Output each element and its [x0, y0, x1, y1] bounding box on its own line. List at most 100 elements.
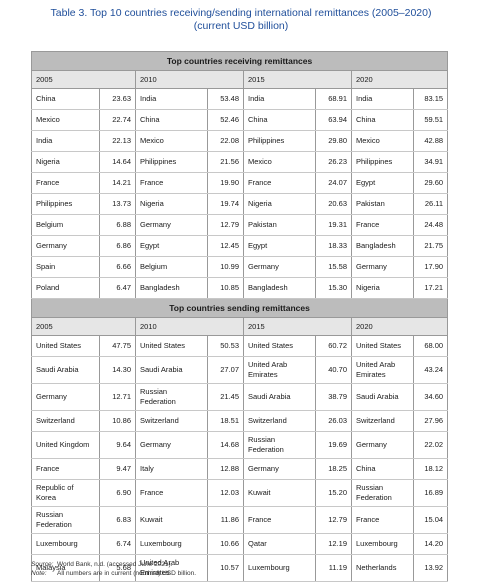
year-header: 2005: [31, 317, 136, 336]
country-cell: United Arab Emirates: [243, 356, 316, 384]
source-key: Source:: [31, 561, 54, 568]
remittances-table: Top countries receiving remittances 2005 2…: [30, 51, 449, 582]
table-row: Germany 12.71 Russian Federation 21.45 Saudi…: [31, 383, 449, 411]
value-cell: 15.04: [412, 506, 449, 534]
country-cell: Egypt: [243, 235, 316, 257]
source-text: World Bank, n.d. (accessed June 2021).: [57, 561, 173, 568]
country-cell: China: [351, 109, 414, 131]
value-cell: 6.47: [99, 277, 136, 299]
country-cell: Netherlands: [351, 554, 414, 582]
country-cell: Luxembourg: [31, 533, 100, 555]
country-cell: Luxembourg: [135, 533, 208, 555]
country-cell: Russian Federation: [135, 383, 208, 411]
value-cell: 13.73: [99, 193, 136, 215]
value-cell: 14.30: [99, 356, 136, 384]
value-cell: 26.03: [315, 410, 352, 432]
table-row: Germany 6.86 Egypt 12.45 Egypt 18.33 Banglades…: [31, 235, 449, 257]
value-cell: 26.11: [412, 193, 449, 215]
value-cell: 11.86: [207, 506, 244, 534]
table-row: France 14.21 France 19.90 France 24.07 Egypt 29…: [31, 172, 449, 194]
value-cell: 27.96: [412, 410, 449, 432]
country-cell: Germany: [135, 214, 208, 236]
table-row: Russian Federation 6.83 Kuwait 11.86 France 1…: [31, 506, 449, 534]
country-cell: Switzerland: [243, 410, 316, 432]
country-cell: France: [351, 506, 414, 534]
value-cell: 14.68: [207, 431, 244, 459]
country-cell: Poland: [31, 277, 100, 299]
value-cell: 68.00: [412, 335, 449, 357]
value-cell: 12.45: [207, 235, 244, 257]
value-cell: 24.48: [412, 214, 449, 236]
country-cell: India: [351, 88, 414, 110]
value-cell: 60.72: [315, 335, 352, 357]
country-cell: Luxembourg: [243, 554, 316, 582]
value-cell: 6.86: [99, 235, 136, 257]
value-cell: 6.83: [99, 506, 136, 534]
country-cell: Pakistan: [243, 214, 316, 236]
value-cell: 17.90: [412, 256, 449, 278]
value-cell: 19.74: [207, 193, 244, 215]
value-cell: 52.46: [207, 109, 244, 131]
value-cell: 6.66: [99, 256, 136, 278]
country-cell: Germany: [135, 431, 208, 459]
value-cell: 21.45: [207, 383, 244, 411]
table-row: Spain 6.66 Belgium 10.99 Germany 15.58 Germany…: [31, 256, 449, 278]
table-row: Mexico 22.74 China 52.46 China 63.94 China 59.5…: [31, 109, 449, 131]
country-cell: Luxembourg: [351, 533, 414, 555]
section-header-row: Top countries sending remittances: [30, 298, 449, 318]
value-cell: 9.64: [99, 431, 136, 459]
country-cell: France: [243, 172, 316, 194]
country-cell: Italy: [135, 458, 208, 480]
value-cell: 10.86: [99, 410, 136, 432]
year-header: 2020: [350, 317, 449, 336]
value-cell: 10.99: [207, 256, 244, 278]
value-cell: 26.23: [315, 151, 352, 173]
table-row: Philippines 13.73 Nigeria 19.74 Nigeria 20.63…: [31, 193, 449, 215]
table-row: Nigeria 14.64 Philippines 21.56 Mexico 26.23 P…: [31, 151, 449, 173]
country-cell: Nigeria: [351, 277, 414, 299]
country-cell: United States: [31, 335, 100, 357]
caption-title: Table 3. Top 10 countries receiving/send…: [50, 7, 432, 19]
value-cell: 10.66: [207, 533, 244, 555]
country-cell: India: [243, 88, 316, 110]
table-notes: Source: World Bank, n.d. (accessed June 2…: [31, 560, 196, 578]
country-cell: Kuwait: [243, 479, 316, 507]
table-row: France 9.47 Italy 12.88 Germany 18.25 China 18.…: [31, 458, 449, 480]
country-cell: Germany: [31, 383, 100, 411]
value-cell: 34.60: [412, 383, 449, 411]
country-cell: Republic of Korea: [31, 479, 100, 507]
country-cell: Pakistan: [351, 193, 414, 215]
note-key: Note:: [31, 570, 47, 577]
country-cell: Mexico: [31, 109, 100, 131]
country-cell: Philippines: [351, 151, 414, 173]
country-cell: Germany: [243, 458, 316, 480]
year-header: 2015: [243, 317, 352, 336]
country-cell: France: [135, 479, 208, 507]
table-row: United Kingdom 9.64 Germany 14.68 Russian Fe…: [31, 431, 449, 459]
country-cell: France: [243, 506, 316, 534]
country-cell: Russian Federation: [243, 431, 316, 459]
value-cell: 50.53: [207, 335, 244, 357]
country-cell: China: [135, 109, 208, 131]
value-cell: 23.63: [99, 88, 136, 110]
country-cell: United States: [243, 335, 316, 357]
value-cell: 21.75: [412, 235, 449, 257]
table-row: United States 47.75 United States 50.53 Unit…: [31, 335, 449, 357]
year-header: 2020: [350, 70, 449, 89]
country-cell: Malaysia: [31, 554, 100, 582]
value-cell: 15.20: [315, 479, 352, 507]
country-cell: United Arab Emirates: [135, 554, 208, 582]
value-cell: 13.92: [412, 554, 449, 582]
table-row: China 23.63 India 53.48 India 68.91 India 83.15: [31, 88, 449, 110]
country-cell: China: [243, 109, 316, 131]
country-cell: Belgium: [31, 214, 100, 236]
value-cell: 68.91: [315, 88, 352, 110]
section-title: Top countries sending remittances: [30, 298, 449, 318]
country-cell: United Arab Emirates: [351, 356, 414, 384]
value-cell: 16.89: [412, 479, 449, 507]
table-row: Poland 6.47 Bangladesh 10.85 Bangladesh 15.30…: [31, 277, 449, 299]
value-cell: 21.56: [207, 151, 244, 173]
value-cell: 18.33: [315, 235, 352, 257]
country-cell: Nigeria: [135, 193, 208, 215]
source-note: Source: World Bank, n.d. (accessed June 2…: [31, 560, 196, 569]
